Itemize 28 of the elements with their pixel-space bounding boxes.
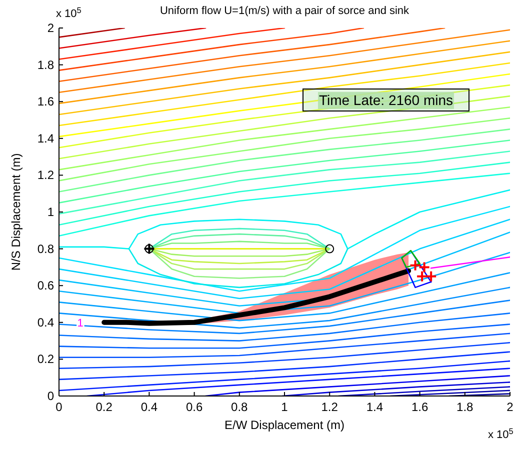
x-tick-label: 1.4 bbox=[366, 400, 384, 414]
y-tick-label: 0.4 bbox=[37, 315, 54, 330]
y-tick-label: 0.6 bbox=[37, 278, 54, 293]
x-tick-label: 0.6 bbox=[186, 400, 203, 414]
y-tick-label: 0 bbox=[47, 389, 54, 403]
y-tick-label: 0.2 bbox=[37, 352, 54, 366]
x-tick-label: 0 bbox=[56, 400, 63, 414]
y-tick-label: 1 bbox=[47, 205, 54, 219]
y-tick-label: 1.8 bbox=[37, 58, 54, 72]
y-axis-title: N/S Displacement (m) bbox=[9, 153, 23, 271]
x-tick-label: 0.4 bbox=[140, 400, 158, 414]
annotation: Time Late: 2160 mins bbox=[318, 92, 454, 108]
x-tick-label: 2 bbox=[506, 400, 514, 414]
y-tick-label: 2 bbox=[47, 21, 54, 35]
y-tick-label: 1.4 bbox=[37, 131, 54, 146]
y-tick-label: 1.2 bbox=[37, 168, 54, 182]
text: x 10$^{5}$ bbox=[488, 426, 514, 441]
x-tick-label: 1.6 bbox=[411, 400, 428, 414]
chart-title: Uniform flow U=1(m/s) with a pair of sorce and sink bbox=[160, 5, 410, 17]
x-tick-label: 1.2 bbox=[321, 400, 338, 414]
x-tick-label: 0.8 bbox=[231, 400, 248, 414]
x-tick-label: 1 bbox=[281, 400, 288, 414]
text: x 10$^{5}$ bbox=[56, 6, 82, 20]
x-tick-label: 0.2 bbox=[96, 400, 113, 414]
x-tick-label: 1.8 bbox=[456, 400, 474, 414]
y-tick-label: 0.8 bbox=[37, 242, 54, 256]
y-tick-label: 1.6 bbox=[37, 94, 54, 109]
x-axis-title: E/W Displacement (m) bbox=[224, 418, 345, 432]
